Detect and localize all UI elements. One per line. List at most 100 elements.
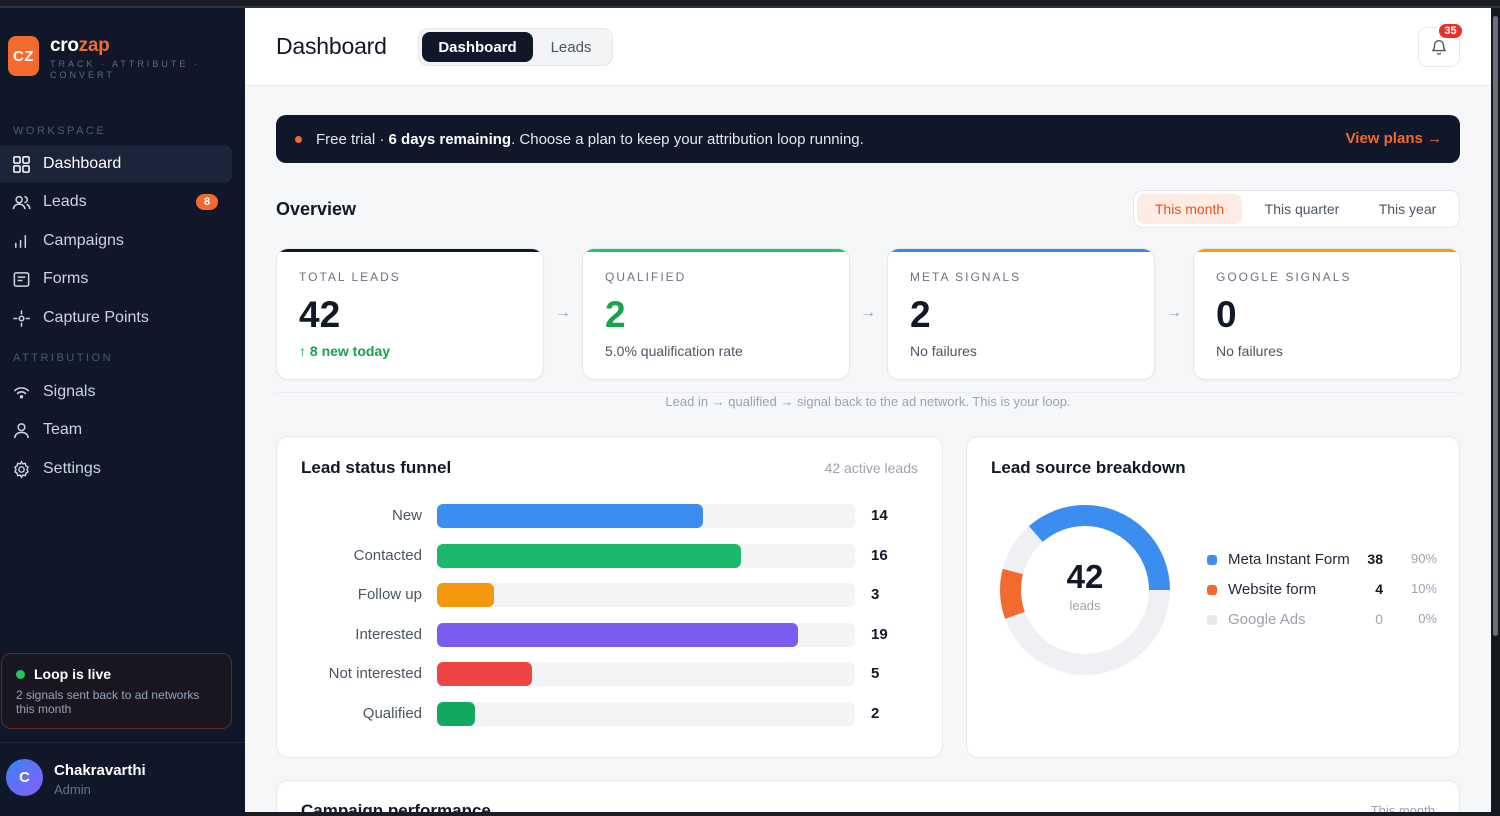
sidebar-item-signals[interactable]: Signals [0,373,232,411]
campaign-performance-panel: Campaign performance This month [276,780,1460,812]
stat-card-qualified[interactable]: QUALIFIED 2 5.0% qualification rate [582,248,850,380]
loop-status-subtitle: 2 signals sent back to ad networks this … [16,688,200,716]
notifications-button[interactable]: 35 [1418,22,1464,67]
funnel-row[interactable]: Not interested 5 [277,661,943,687]
arrow-right-icon: → [860,304,876,321]
scrollbar-thumb[interactable] [1493,16,1498,636]
stat-value: 2 [605,294,626,335]
sidebar-item-label: Dashboard [43,155,122,172]
funnel-bar [437,701,476,726]
stat-subtext: 5.0% qualification rate [605,343,743,359]
sidebar-item-team[interactable]: Team [0,411,232,449]
panel-title: Lead status funnel [301,458,452,477]
sidebar-item-label: Forms [43,270,89,287]
funnel-row[interactable]: Contacted 16 [277,543,943,569]
avatar: C [6,759,43,796]
stat-label: META SIGNALS [910,270,1022,284]
brand-name: crozap [50,35,110,56]
stat-value: 0 [1216,294,1237,335]
legend-item[interactable]: Google Ads 0 0% [1207,610,1437,630]
section-label-attribution: ATTRIBUTION [13,352,114,364]
active-leads-count: 42 active leads [824,460,918,476]
window-bottom-edge [245,812,1491,816]
legend-value: 0 [1375,611,1383,627]
funnel-count: 14 [871,507,888,524]
view-plans-link[interactable]: View plans → [1345,130,1442,147]
trial-banner: Free trial · 6 days remaining. Choose a … [276,115,1460,163]
page-title: Dashboard [276,33,387,59]
user-icon [14,422,29,438]
stat-subtext: ↑ 8 new today [299,343,391,359]
loop-status-card: Loop is live 2 signals sent back to ad n… [1,653,232,729]
sidebar-item-label: Team [43,421,83,438]
funnel-label: Interested [355,625,422,643]
card-accent [1194,249,1460,252]
window-scrollbar[interactable] [1491,8,1500,816]
sidebar-item-forms[interactable]: Forms [0,260,232,298]
sidebar-item-settings[interactable]: Settings [0,450,232,488]
legend-item[interactable]: Website form 4 10% [1207,580,1437,600]
funnel-track [437,662,855,686]
funnel-count: 2 [871,704,880,722]
funnel-count: 16 [871,546,888,564]
sidebar-item-capture-points[interactable]: Capture Points [0,299,232,337]
panel-title: Lead source breakdown [991,458,1186,477]
donut-slice[interactable] [1000,505,1170,675]
funnel-row[interactable]: Follow up 3 [277,582,943,608]
legend-value: 38 [1367,551,1383,567]
stat-value: 2 [910,294,931,335]
leads-count-badge: 8 [196,194,218,210]
funnel-row[interactable]: Qualified 2 [277,701,943,727]
stat-card-google-signals[interactable]: GOOGLE SIGNALS 0 No failures [1193,248,1461,380]
stat-label: GOOGLE SIGNALS [1216,270,1352,284]
stat-label: QUALIFIED [605,270,687,284]
lead-status-funnel-panel: Lead status funnel 42 active leads New 14… [276,436,943,758]
trial-message: Free trial · 6 days remaining. Choose a … [316,130,864,148]
sidebar-item-leads[interactable]: Leads 8 [0,183,232,221]
donut-slice[interactable] [1000,505,1170,675]
overview-title: Overview [276,199,357,219]
tab-leads[interactable]: Leads [550,38,592,56]
legend-swatch-icon [1207,585,1217,595]
funnel-count: 19 [871,625,888,643]
loop-explainer: Lead in → qualified → signal back to the… [276,392,1460,409]
crosshair-icon [13,309,30,327]
logo-mark: CZ [8,36,39,76]
range-this-month[interactable]: This month [1137,194,1242,224]
card-accent [583,249,849,252]
funnel-row[interactable]: New 14 [277,503,943,529]
lead-source-panel: Lead source breakdown 42 leads Meta Inst… [966,436,1460,758]
bell-icon [1432,40,1446,55]
date-range-switcher: This month This quarter This year [1133,190,1460,228]
funnel-row[interactable]: Interested 19 [277,622,943,648]
range-this-year[interactable]: This year [1378,201,1437,217]
grid-icon [13,155,30,173]
legend-item[interactable]: Meta Instant Form 38 90% [1207,550,1437,570]
stat-value: 42 [299,294,341,335]
legend-name: Meta Instant Form [1228,551,1350,568]
legend-swatch-icon [1207,615,1217,625]
stat-subtext: No failures [910,343,977,359]
sidebar-item-dashboard[interactable]: Dashboard [0,145,232,183]
legend-percent: 90% [1410,551,1437,566]
stat-card-meta-signals[interactable]: META SIGNALS 2 No failures [887,248,1155,380]
wifi-icon [14,386,29,398]
alert-dot-icon [295,135,302,143]
brand[interactable]: CZ crozap TRACK · ATTRIBUTE · CONVERT [8,36,200,81]
donut-svg [1000,505,1170,675]
legend-name: Google Ads [1228,611,1306,628]
sidebar-item-campaigns[interactable]: Campaigns [0,222,232,260]
tab-dashboard[interactable]: Dashboard [422,32,533,62]
donut-total-label: leads [1069,598,1101,613]
view-switcher: Dashboard Leads [418,28,613,66]
window-top-edge [0,0,1500,8]
funnel-count: 3 [871,586,880,603]
sidebar-item-label: Capture Points [43,309,149,326]
funnel-track [437,701,855,726]
range-this-quarter[interactable]: This quarter [1264,201,1340,217]
bar-chart-icon [15,234,27,248]
funnel-bar [437,543,741,568]
funnel-label: Contacted [353,546,422,564]
stat-card-total-leads[interactable]: TOTAL LEADS 42 ↑ 8 new today [276,248,544,380]
user-profile[interactable]: C Chakravarthi Admin [0,742,245,816]
